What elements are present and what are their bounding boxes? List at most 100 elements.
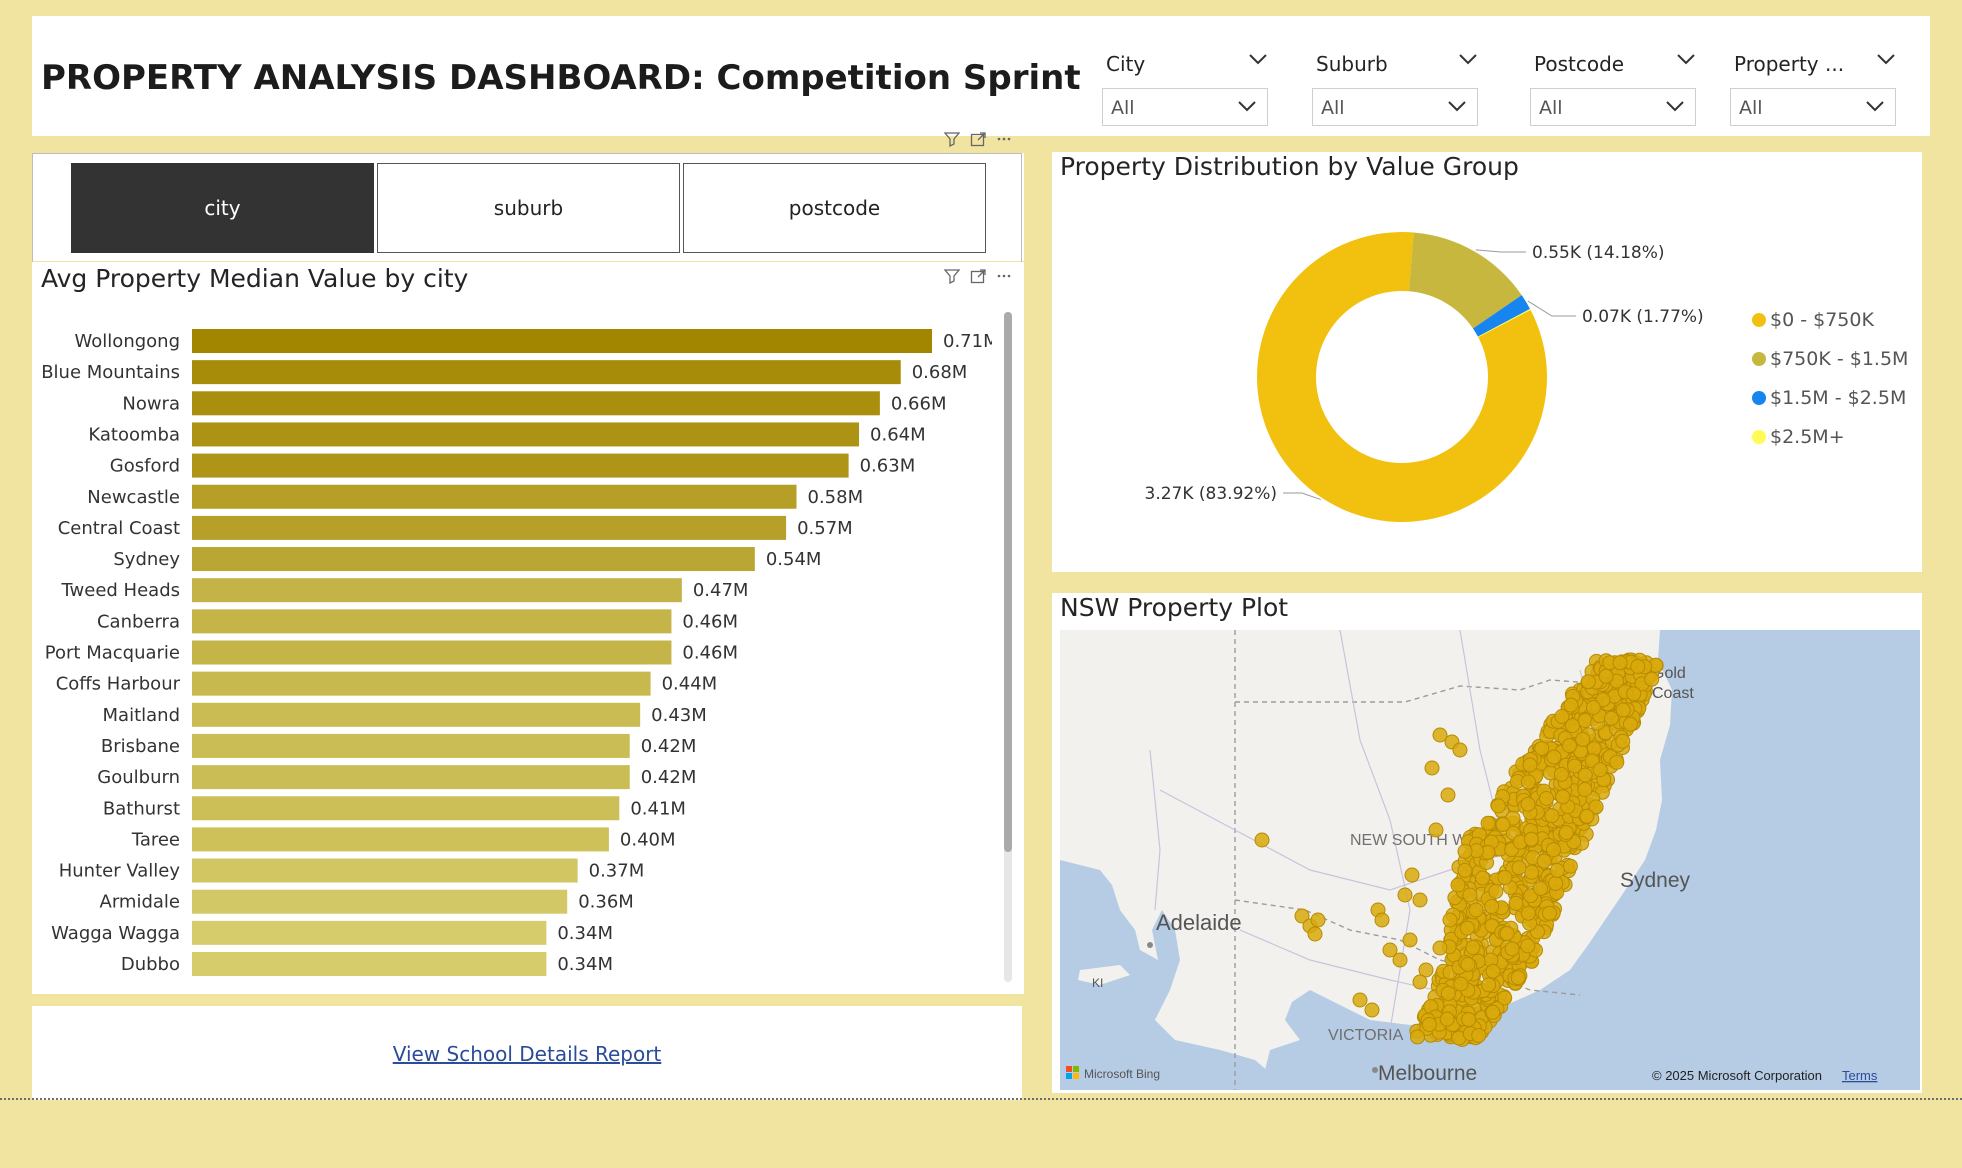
bar-port-macquarie[interactable] [192, 640, 672, 665]
map-marker[interactable] [1495, 817, 1511, 832]
more-options-icon[interactable] [996, 131, 1012, 147]
map-marker[interactable] [1567, 758, 1583, 774]
map-marker[interactable] [1421, 1017, 1437, 1032]
city-slicer[interactable]: City All [1102, 34, 1272, 126]
legend-item[interactable]: $750K - $1.5M [1752, 348, 1908, 370]
chevron-down-icon[interactable] [1676, 52, 1696, 66]
map-marker[interactable] [1499, 926, 1515, 941]
map-marker[interactable] [1553, 766, 1569, 782]
map-marker[interactable] [1533, 881, 1548, 896]
more-options-icon[interactable] [996, 268, 1012, 284]
map-marker[interactable] [1524, 864, 1540, 880]
map-marker[interactable] [1511, 860, 1527, 876]
postcode-dropdown[interactable]: All [1530, 88, 1696, 126]
map-marker[interactable] [1440, 985, 1456, 1001]
bar-wagga-wagga[interactable] [192, 920, 547, 945]
map-marker[interactable] [1592, 762, 1608, 778]
bar-taree[interactable] [192, 827, 609, 852]
map-marker[interactable] [1460, 956, 1476, 972]
map-marker[interactable] [1418, 962, 1434, 978]
map-marker[interactable] [1520, 774, 1536, 790]
property-type-slicer[interactable]: Property ... All [1730, 34, 1900, 126]
map-marker[interactable] [1542, 905, 1557, 921]
bar-canberra[interactable] [192, 609, 672, 634]
map-marker[interactable] [1508, 895, 1524, 911]
map-marker[interactable] [1465, 940, 1481, 955]
map-marker[interactable] [1485, 963, 1501, 979]
chevron-down-icon[interactable] [1447, 99, 1467, 113]
map-marker[interactable] [1577, 713, 1593, 728]
map-marker[interactable] [1459, 920, 1475, 936]
map-marker[interactable] [1424, 760, 1440, 776]
chevron-down-icon[interactable] [1237, 99, 1257, 113]
map-marker[interactable] [1374, 912, 1390, 928]
map-marker[interactable] [1536, 853, 1552, 869]
focus-mode-icon[interactable] [970, 268, 986, 284]
map-marker[interactable] [1520, 796, 1536, 812]
map-marker[interactable] [1520, 938, 1536, 954]
map-marker[interactable] [1382, 942, 1398, 958]
map-marker[interactable] [1484, 899, 1500, 914]
map-marker[interactable] [1577, 767, 1593, 783]
map-marker[interactable] [1562, 858, 1578, 874]
bar-coffs-harbour[interactable] [192, 671, 651, 696]
suburb-dropdown[interactable]: All [1312, 88, 1478, 126]
map-marker[interactable] [1604, 710, 1619, 726]
chevron-down-icon[interactable] [1876, 52, 1896, 66]
map-marker[interactable] [1609, 754, 1625, 770]
donut-slice-0[interactable] [1257, 232, 1547, 522]
postcode-slicer[interactable]: Postcode All [1530, 34, 1700, 126]
map-marker[interactable] [1565, 718, 1580, 734]
map-marker[interactable] [1522, 757, 1538, 773]
map-marker[interactable] [1475, 870, 1490, 886]
map-marker[interactable] [1461, 1012, 1477, 1027]
map-marker[interactable] [1598, 668, 1614, 684]
map-marker[interactable] [1457, 862, 1473, 878]
map-marker[interactable] [1539, 791, 1554, 806]
city-dropdown[interactable]: All [1102, 88, 1268, 126]
map-marker[interactable] [1480, 815, 1496, 831]
map-marker[interactable] [1404, 867, 1420, 883]
map-marker[interactable] [1622, 716, 1638, 732]
bar-blue-mountains[interactable] [192, 360, 901, 385]
map-marker[interactable] [1468, 902, 1484, 918]
bar-maitland[interactable] [192, 702, 641, 727]
bar-newcastle[interactable] [192, 484, 797, 509]
map-marker[interactable] [1523, 831, 1539, 847]
map-marker[interactable] [1588, 799, 1604, 815]
property-type-dropdown[interactable]: All [1730, 88, 1896, 126]
map-marker[interactable] [1432, 727, 1448, 743]
city-slicer-header[interactable]: City [1106, 52, 1272, 82]
map-marker[interactable] [1612, 655, 1628, 671]
map-marker[interactable] [1481, 977, 1497, 993]
map-marker[interactable] [1548, 875, 1564, 891]
view-school-details-link[interactable]: View School Details Report [392, 1042, 662, 1066]
map-marker[interactable] [1546, 842, 1561, 858]
map-marker[interactable] [1462, 887, 1478, 903]
map-marker[interactable] [1352, 992, 1368, 1008]
map[interactable]: NEW SOUTH WALES Adelaide VICTORIA Melbou… [1060, 630, 1920, 1090]
map-marker[interactable] [1555, 789, 1571, 805]
bar-katoomba[interactable] [192, 422, 860, 447]
map-marker[interactable] [1310, 912, 1326, 928]
donut-slice-1[interactable] [1408, 232, 1522, 329]
legend-item[interactable]: $1.5M - $2.5M [1752, 387, 1906, 409]
map-marker[interactable] [1580, 674, 1596, 690]
property-type-slicer-header[interactable]: Property ... [1734, 52, 1900, 82]
bar-bathurst[interactable] [192, 796, 620, 821]
map-marker[interactable] [1397, 887, 1413, 903]
map-marker[interactable] [1488, 883, 1504, 899]
map-marker[interactable] [1558, 825, 1574, 840]
map-marker[interactable] [1307, 926, 1323, 942]
donut-slice-3[interactable] [1477, 308, 1531, 338]
map-marker[interactable] [1410, 1029, 1425, 1045]
filter-icon[interactable] [944, 268, 960, 284]
bar-hunter-valley[interactable] [192, 858, 578, 883]
map-marker[interactable] [1442, 912, 1458, 928]
field-button-postcode[interactable]: postcode [683, 163, 986, 253]
map-marker[interactable] [1364, 1002, 1380, 1018]
map-marker[interactable] [1432, 940, 1448, 956]
map-marker[interactable] [1577, 782, 1593, 797]
map-marker[interactable] [1294, 908, 1310, 924]
map-marker[interactable] [1510, 970, 1526, 986]
